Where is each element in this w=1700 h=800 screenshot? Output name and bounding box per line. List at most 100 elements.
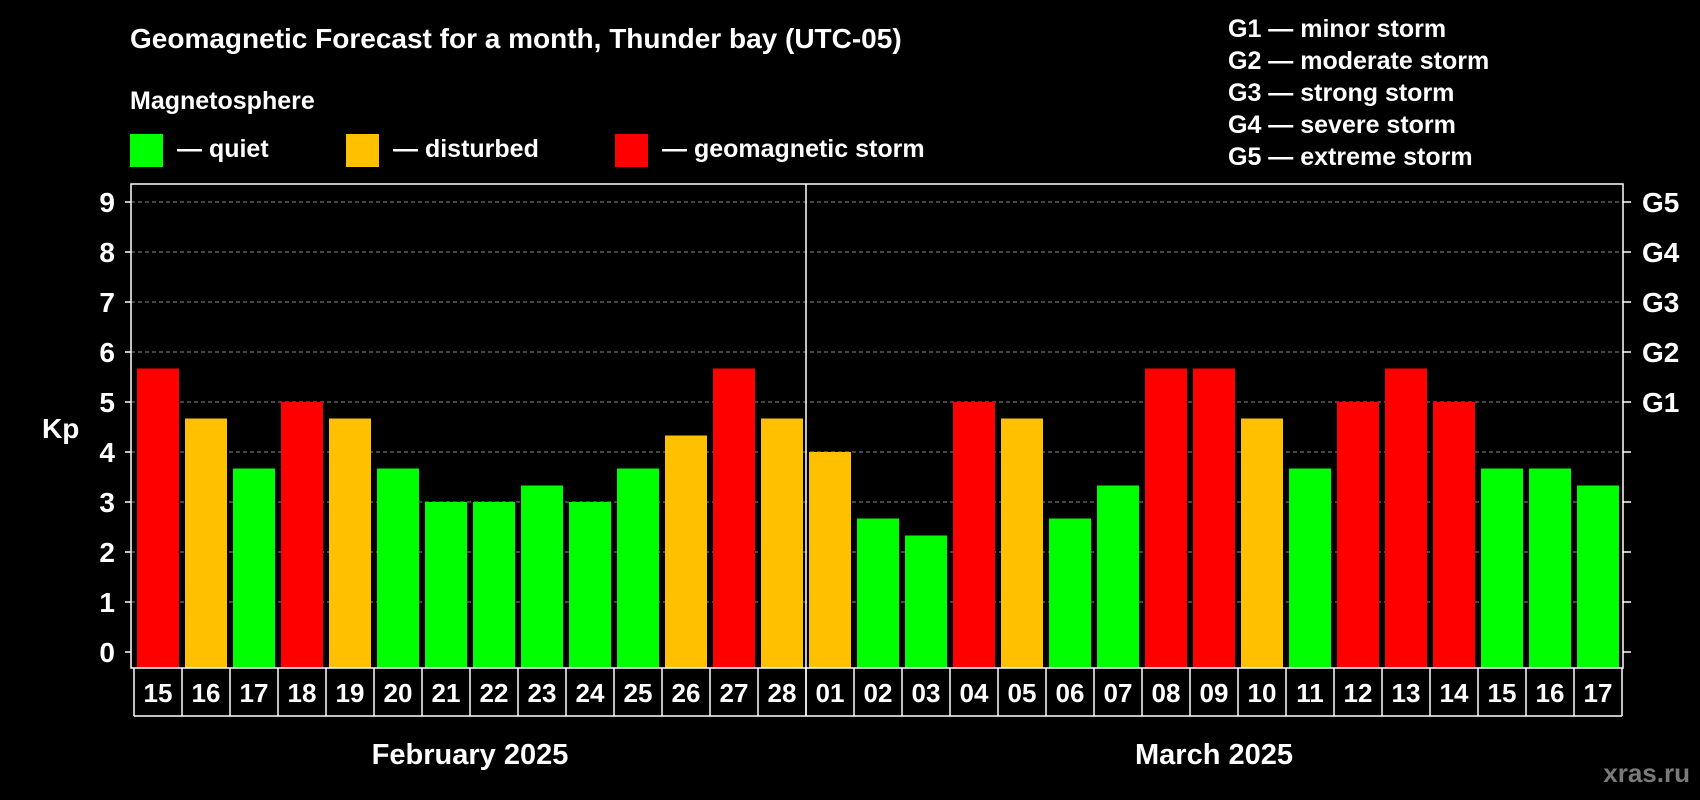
right-axis-label: G5: [1642, 187, 1679, 218]
legend-label-disturbed: — disturbed: [393, 135, 539, 163]
bar: [1241, 418, 1283, 668]
y-axis-label: Kp: [42, 413, 79, 444]
bar: [377, 468, 419, 668]
x-tick-label: 24: [576, 678, 605, 708]
y-tick-label: 5: [99, 387, 115, 418]
bar: [1529, 468, 1571, 668]
x-tick-label: 19: [336, 678, 365, 708]
bar: [1097, 485, 1139, 668]
y-tick-label: 4: [99, 437, 115, 468]
legend-title: Magnetosphere: [130, 87, 315, 115]
y-tick-label: 0: [99, 637, 115, 668]
x-tick-label: 23: [528, 678, 557, 708]
bar: [425, 502, 467, 668]
bar: [521, 485, 563, 668]
x-tick-label: 03: [912, 678, 941, 708]
y-tick-label: 8: [99, 237, 115, 268]
storm-scale-item: G4 — severe storm: [1228, 111, 1456, 139]
x-tick-label: 08: [1152, 678, 1181, 708]
bar: [617, 468, 659, 668]
x-tick-label: 11: [1296, 678, 1324, 708]
month-labels: February 2025 March 2025: [372, 739, 1293, 771]
bar: [857, 518, 899, 668]
month-label: February 2025: [372, 739, 569, 771]
bar: [329, 418, 371, 668]
chart-title: Geomagnetic Forecast for a month, Thunde…: [130, 23, 902, 54]
legend-label-quiet: — quiet: [177, 135, 269, 163]
right-axis-label: G3: [1642, 287, 1679, 318]
storm-scale-item: G1 — minor storm: [1228, 15, 1446, 43]
bar: [1481, 468, 1523, 668]
x-tick-label: 09: [1200, 678, 1229, 708]
bar: [1145, 368, 1187, 668]
x-tick-label: 04: [960, 678, 989, 708]
y-tick-label: 1: [99, 587, 115, 618]
legend-swatch-quiet: [130, 134, 163, 167]
bar: [185, 418, 227, 668]
storm-scale-legend: G1 — minor storm G2 — moderate storm G3 — …: [1228, 15, 1489, 171]
right-axis: G1 G2 G3 G4 G5: [1623, 187, 1680, 653]
x-tick-label: 21: [432, 678, 461, 708]
bar: [1193, 368, 1235, 668]
legend: — quiet — disturbed — geomagnetic storm: [130, 134, 925, 167]
x-tick-label: 12: [1344, 678, 1373, 708]
x-tick-label: 22: [480, 678, 509, 708]
x-tick-label: 26: [672, 678, 701, 708]
bar: [1001, 418, 1043, 668]
bar: [1049, 518, 1091, 668]
x-tick-label: 14: [1440, 678, 1469, 708]
bar: [281, 402, 323, 668]
bar: [713, 368, 755, 668]
x-tick-label: 15: [1488, 678, 1517, 708]
x-axis: 15 16 17 18 19 20 21 22 23 24 25 26 27 28 01 02 03 04 05 06…: [133, 668, 1623, 717]
right-axis-label: G4: [1642, 237, 1680, 268]
bar: [1289, 468, 1331, 668]
bar: [761, 418, 803, 668]
bar: [473, 502, 515, 668]
y-tick-label: 9: [99, 187, 115, 218]
x-tick-label: 20: [384, 678, 413, 708]
x-tick-label: 10: [1248, 678, 1277, 708]
y-tick-label: 3: [99, 487, 115, 518]
bar: [809, 452, 851, 668]
bar: [953, 402, 995, 668]
x-tick-label: 25: [624, 678, 653, 708]
x-tick-label: 17: [240, 678, 269, 708]
bar: [905, 535, 947, 668]
storm-scale-item: G3 — strong storm: [1228, 79, 1454, 107]
x-tick-label: 16: [192, 678, 221, 708]
x-tick-label: 27: [720, 678, 749, 708]
y-axis: 0 1 2 3 4 5 6 7 8 9: [99, 187, 131, 668]
month-label: March 2025: [1135, 739, 1293, 771]
x-tick-label: 18: [288, 678, 317, 708]
y-tick-label: 6: [99, 337, 115, 368]
storm-scale-item: G5 — extreme storm: [1228, 143, 1473, 171]
x-tick-label: 07: [1104, 678, 1133, 708]
bar: [1433, 402, 1475, 668]
legend-swatch-disturbed: [346, 134, 379, 167]
x-tick-label: 05: [1008, 678, 1037, 708]
right-axis-label: G2: [1642, 337, 1679, 368]
bars: [137, 368, 1619, 668]
bar: [1385, 368, 1427, 668]
x-tick-label: 13: [1392, 678, 1421, 708]
bar: [233, 468, 275, 668]
x-tick-label: 02: [864, 678, 893, 708]
legend-swatch-storm: [615, 134, 648, 167]
plot-frame: [130, 183, 1624, 669]
bar: [1337, 402, 1379, 668]
bar: [137, 368, 179, 668]
y-tick-label: 7: [99, 287, 115, 318]
x-tick-label: 06: [1056, 678, 1085, 708]
legend-label-storm: — geomagnetic storm: [662, 135, 925, 163]
x-tick-label: 15: [144, 678, 173, 708]
bar: [665, 435, 707, 668]
x-tick-label: 01: [816, 678, 845, 708]
x-tick-label: 16: [1536, 678, 1565, 708]
bar: [1577, 485, 1619, 668]
storm-scale-item: G2 — moderate storm: [1228, 47, 1489, 75]
x-tick-label: 28: [768, 678, 797, 708]
y-tick-label: 2: [99, 537, 115, 568]
x-tick-label: 17: [1584, 678, 1613, 708]
